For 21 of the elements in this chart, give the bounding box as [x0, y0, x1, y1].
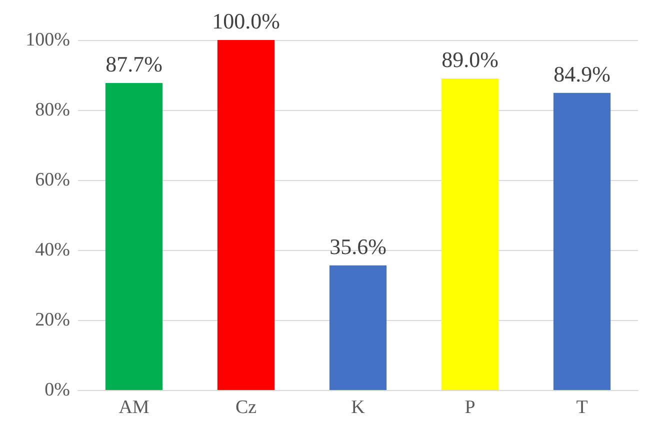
x-tick-label: Cz: [235, 397, 257, 418]
bar: [553, 92, 611, 390]
bar: [329, 265, 387, 390]
data-label: 35.6%: [330, 234, 386, 259]
bar: [217, 40, 275, 390]
data-label: 84.9%: [554, 61, 610, 86]
y-tick-label: 80%: [35, 100, 70, 120]
data-label: 100.0%: [212, 8, 280, 34]
x-tick-label: K: [351, 397, 366, 418]
y-tick-label: 0%: [44, 380, 70, 400]
y-tick-label: 60%: [35, 170, 70, 190]
data-label: 87.7%: [106, 52, 162, 77]
bar: [441, 78, 499, 390]
bar: [105, 83, 163, 390]
data-label: 89.0%: [442, 47, 498, 72]
x-tick-label: T: [576, 397, 588, 418]
x-tick-label: AM: [118, 397, 150, 418]
y-tick-label: 20%: [35, 310, 70, 330]
y-tick-label: 40%: [35, 240, 70, 260]
y-tick-label: 100%: [26, 30, 70, 50]
x-tick-label: P: [464, 397, 476, 418]
